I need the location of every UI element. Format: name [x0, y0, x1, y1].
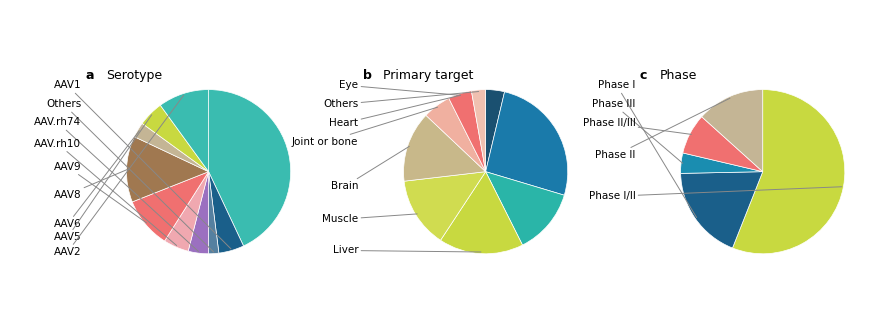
Text: AAV1: AAV1: [54, 80, 231, 249]
Text: Primary target: Primary target: [383, 69, 473, 82]
Wedge shape: [449, 91, 486, 172]
Text: AAV9: AAV9: [54, 162, 147, 223]
Text: Phase II: Phase II: [595, 98, 730, 160]
Text: Phase II/III: Phase II/III: [583, 118, 691, 134]
Wedge shape: [683, 117, 763, 172]
Wedge shape: [164, 172, 208, 251]
Wedge shape: [132, 172, 208, 241]
Wedge shape: [486, 92, 568, 195]
Text: Joint or bone: Joint or bone: [292, 107, 438, 147]
Wedge shape: [426, 98, 486, 172]
Text: Brain: Brain: [331, 146, 410, 191]
Text: AAV6: AAV6: [54, 131, 140, 229]
Text: b: b: [363, 69, 372, 82]
Wedge shape: [126, 137, 208, 202]
Wedge shape: [208, 172, 244, 253]
Text: AAV8: AAV8: [54, 169, 128, 200]
Text: Muscle: Muscle: [322, 214, 417, 224]
Text: Phase I: Phase I: [598, 80, 697, 217]
Wedge shape: [681, 172, 763, 248]
Wedge shape: [208, 90, 291, 246]
Wedge shape: [733, 90, 845, 254]
Text: Eye: Eye: [339, 80, 460, 95]
Wedge shape: [404, 115, 486, 181]
Text: Serotype: Serotype: [106, 69, 162, 82]
Text: Phase: Phase: [660, 69, 698, 82]
Wedge shape: [681, 153, 763, 173]
Wedge shape: [161, 90, 208, 172]
Wedge shape: [208, 172, 219, 254]
Text: AAV5: AAV5: [54, 115, 152, 242]
Wedge shape: [486, 172, 564, 245]
Text: Others: Others: [46, 99, 214, 252]
Text: AAV.rh74: AAV.rh74: [34, 117, 199, 251]
Wedge shape: [441, 172, 523, 254]
Wedge shape: [486, 90, 504, 172]
Text: c: c: [639, 69, 647, 82]
Text: Heart: Heart: [329, 95, 460, 128]
Text: Liver: Liver: [333, 246, 481, 255]
Wedge shape: [472, 90, 486, 172]
Text: Phase I/II: Phase I/II: [589, 187, 841, 201]
Text: Others: Others: [323, 92, 479, 109]
Text: AAV2: AAV2: [54, 95, 184, 257]
Text: a: a: [86, 69, 94, 82]
Wedge shape: [188, 172, 208, 254]
Text: Phase III: Phase III: [592, 99, 683, 163]
Wedge shape: [702, 90, 763, 172]
Wedge shape: [404, 172, 486, 240]
Wedge shape: [134, 123, 208, 172]
Wedge shape: [142, 105, 208, 172]
Text: AAV.rh10: AAV.rh10: [34, 139, 177, 246]
